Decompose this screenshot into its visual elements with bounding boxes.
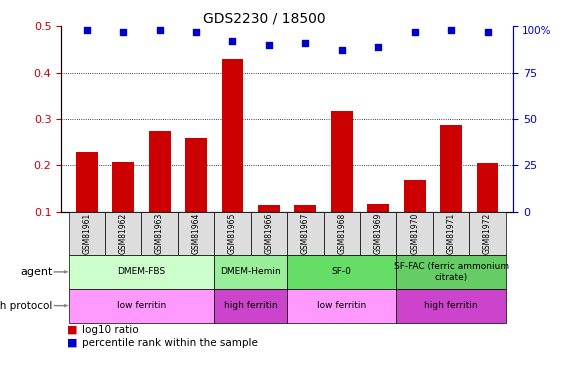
Bar [222, 59, 244, 212]
Title: GDS2230 / 18500: GDS2230 / 18500 [203, 11, 326, 25]
Text: ■: ■ [67, 338, 78, 348]
Text: GSM81963: GSM81963 [155, 213, 164, 254]
Point [337, 47, 346, 53]
Point [301, 40, 310, 46]
Point [155, 27, 164, 33]
Point [483, 29, 492, 35]
Point [264, 42, 273, 48]
Text: SF-0: SF-0 [332, 267, 352, 276]
Text: GSM81962: GSM81962 [119, 213, 128, 254]
Text: GSM81968: GSM81968 [338, 213, 346, 254]
Bar [185, 138, 207, 212]
Text: ■: ■ [67, 325, 78, 335]
Text: low ferritin: low ferritin [117, 301, 166, 310]
Text: GSM81967: GSM81967 [301, 213, 310, 254]
Text: GSM81970: GSM81970 [410, 213, 419, 254]
Bar [440, 124, 462, 212]
Point [447, 27, 456, 33]
Text: GSM81965: GSM81965 [228, 213, 237, 254]
Bar [258, 205, 280, 212]
Text: GSM81972: GSM81972 [483, 213, 492, 254]
Point [118, 29, 128, 35]
Text: growth protocol: growth protocol [0, 301, 52, 310]
Text: high ferritin: high ferritin [424, 301, 478, 310]
Text: agent: agent [20, 267, 52, 277]
Bar [149, 130, 171, 212]
Bar [76, 153, 98, 212]
Bar [403, 180, 426, 212]
Point [410, 29, 419, 35]
Text: DMEM-Hemin: DMEM-Hemin [220, 267, 281, 276]
Bar [477, 163, 498, 212]
Point [191, 29, 201, 35]
Bar [331, 111, 353, 212]
Point [82, 27, 92, 33]
Text: GSM81966: GSM81966 [265, 213, 273, 254]
Text: GSM81971: GSM81971 [447, 213, 455, 254]
Text: GSM81961: GSM81961 [82, 213, 91, 254]
Text: SF-FAC (ferric ammonium
citrate): SF-FAC (ferric ammonium citrate) [394, 262, 508, 282]
Text: log10 ratio: log10 ratio [82, 325, 138, 335]
Point [374, 44, 383, 50]
Bar [294, 205, 317, 212]
Text: DMEM-FBS: DMEM-FBS [117, 267, 166, 276]
Bar [367, 204, 389, 212]
Text: 100%: 100% [522, 26, 552, 36]
Text: high ferritin: high ferritin [224, 301, 278, 310]
Text: GSM81964: GSM81964 [192, 213, 201, 254]
Text: percentile rank within the sample: percentile rank within the sample [82, 338, 258, 348]
Text: GSM81969: GSM81969 [374, 213, 382, 254]
Point [228, 38, 237, 44]
Text: low ferritin: low ferritin [317, 301, 366, 310]
Bar [112, 162, 134, 212]
